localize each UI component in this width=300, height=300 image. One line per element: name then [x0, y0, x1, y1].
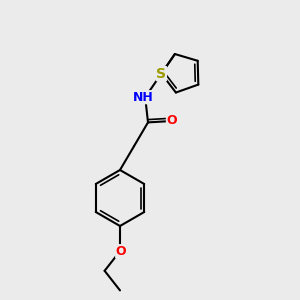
Text: S: S — [156, 67, 167, 81]
Text: NH: NH — [133, 91, 154, 104]
Text: O: O — [167, 115, 177, 128]
Text: O: O — [116, 245, 126, 258]
